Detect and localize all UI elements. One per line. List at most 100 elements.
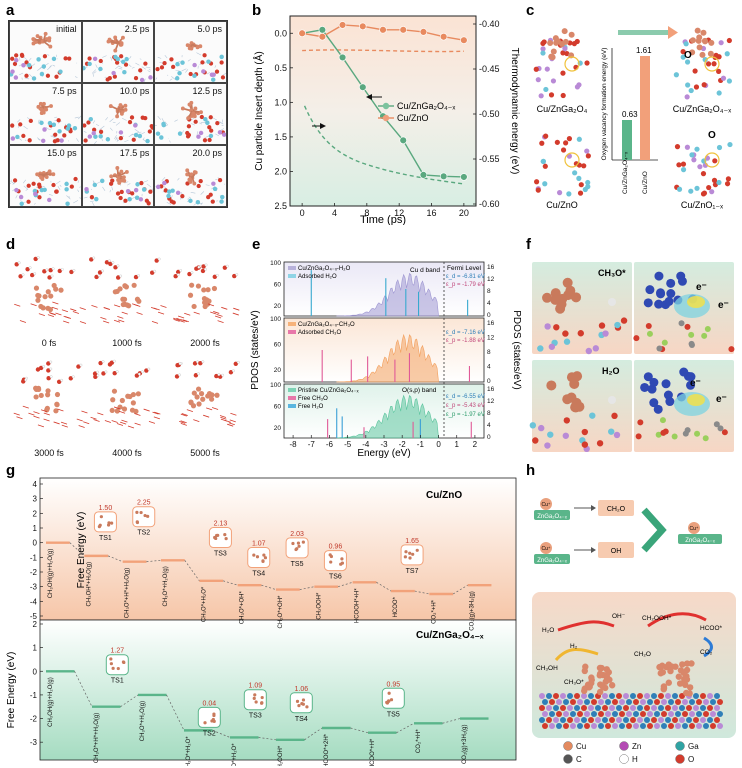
support-atom [570, 711, 576, 717]
reaction-arrow [557, 620, 615, 632]
species-label: CO₂ [700, 649, 713, 656]
cu-atom [548, 53, 555, 60]
legend-item-label: Free H₂O [298, 404, 324, 410]
legend-atom-icon [563, 754, 573, 764]
vacancy-site [564, 152, 580, 168]
cu-atom [552, 35, 559, 42]
cu-atom [130, 400, 136, 406]
lattice-bond [14, 303, 21, 307]
lattice-bond [118, 410, 126, 414]
ts-structure [208, 527, 232, 549]
y-tick-label: 16 [487, 320, 495, 327]
cu-atom [565, 285, 576, 296]
atom [535, 77, 541, 83]
cu-atom [681, 674, 689, 682]
atom [680, 167, 687, 173]
atom-sketch [10, 169, 81, 206]
cu-atom [109, 657, 113, 661]
support-atom [626, 699, 632, 705]
snapshot-time: 7.5 ps [52, 86, 77, 96]
atom [716, 179, 722, 186]
state-label: HCOO*+2H* [324, 733, 330, 766]
cu-label: Cu⁺ [689, 526, 698, 532]
panel-label-h: h [526, 462, 536, 479]
state-label: CO₂*+H* [416, 729, 422, 754]
cu-atom [121, 406, 128, 412]
water-oxygen [173, 274, 178, 279]
cu-atom [99, 515, 103, 519]
cu-atom [404, 550, 408, 554]
x-tick-label: 2 [473, 440, 478, 449]
data-point [419, 171, 428, 179]
x-tick-label: 0 [436, 440, 441, 449]
water-hydrogen [21, 273, 25, 277]
water-oxygen [112, 370, 117, 376]
ts-structure [323, 550, 347, 572]
y-axis-label-right: Thermodynamic energy (eV) [509, 48, 520, 175]
atom-sketch [10, 101, 81, 144]
support-atom [598, 711, 604, 717]
lattice-bond [47, 314, 55, 318]
support-atom [682, 711, 688, 717]
ts-label: TS3 [249, 713, 262, 720]
electron-label: e⁻ [718, 300, 729, 311]
water-oxygen [175, 269, 181, 275]
legend-item-label: Cu/ZnO [397, 113, 429, 123]
cu-atom [214, 536, 218, 541]
support-atom [581, 705, 587, 711]
lattice-bond [30, 303, 37, 307]
electron-label: e⁻ [690, 378, 701, 389]
cu-atom [38, 303, 44, 310]
lattice-bond [193, 311, 200, 315]
support-atom [539, 705, 545, 711]
cu-atom [139, 510, 143, 515]
lattice-bond [49, 312, 56, 316]
barrier-value: 1.65 [405, 538, 419, 545]
data-point [439, 172, 448, 180]
cu-atom [201, 296, 208, 302]
support-atom [581, 717, 587, 723]
water-oxygen [233, 361, 238, 366]
lattice-bond [55, 312, 62, 316]
support-atom [665, 705, 671, 711]
lattice-bond [121, 419, 128, 423]
y-tick-label: 16 [487, 264, 495, 271]
water-hydrogen [17, 261, 21, 265]
connector [184, 560, 200, 582]
bar-cuznga [622, 120, 632, 160]
lattice-bond [229, 419, 236, 423]
fermi-label: Fermi Level [447, 265, 482, 272]
cu-atom [656, 289, 666, 299]
support-atom [567, 693, 573, 699]
cu-atom [214, 392, 220, 398]
support-atom [696, 711, 702, 717]
support-atom [654, 711, 660, 717]
ts-label: TS1 [111, 678, 124, 685]
legend-atom-icon [675, 754, 685, 764]
cu-atom [686, 372, 696, 382]
support-atom [672, 705, 678, 711]
support-atom [665, 693, 671, 699]
vacancy-panel: Cu/ZnGa₂O₄ Cu/ZnGa₂O₄₋ₓ Cu/ZnO Cu/ZnO₁₋ₓ… [530, 18, 734, 218]
support-atom [689, 699, 695, 705]
x-tick-label: 1 [455, 440, 460, 449]
water-oxygen [68, 376, 73, 381]
lattice-bond [61, 309, 69, 313]
lattice-bond [213, 311, 220, 314]
legend-item-label: Adsorbed H₂O [298, 274, 337, 280]
water-oxygen [14, 262, 19, 267]
ts-label: TS2 [203, 730, 216, 737]
atom [727, 141, 733, 148]
cu-atom [54, 402, 60, 408]
y-tick-label: 4 [487, 300, 491, 307]
lattice-bond [13, 412, 20, 416]
p-band-center: ε_p = -1.79 eV [446, 282, 485, 288]
barrier-value: 2.03 [290, 531, 304, 538]
x-tick-label: 0 [300, 208, 305, 218]
support-atom [714, 717, 720, 723]
water-hydrogen [108, 259, 111, 263]
water-oxygen [212, 274, 217, 280]
water-oxygen [149, 270, 155, 275]
cu-atom [654, 299, 664, 309]
support-atom [612, 711, 618, 717]
